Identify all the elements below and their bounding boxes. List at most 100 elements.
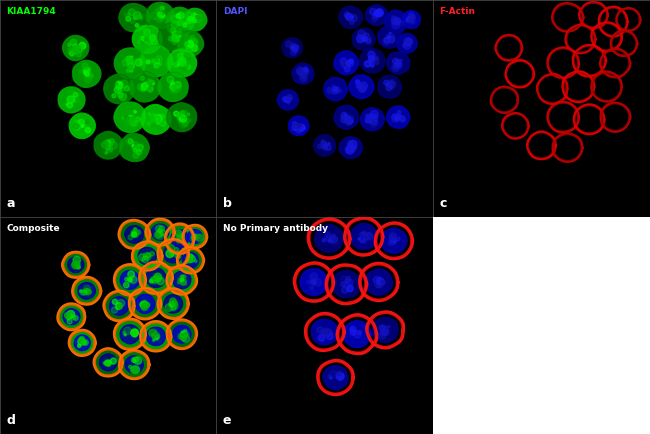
Circle shape: [192, 234, 198, 240]
Circle shape: [119, 83, 122, 85]
Circle shape: [146, 122, 151, 125]
Circle shape: [126, 118, 130, 122]
Circle shape: [78, 119, 84, 125]
Circle shape: [300, 125, 304, 129]
Circle shape: [369, 56, 374, 62]
Circle shape: [408, 12, 415, 19]
Circle shape: [160, 114, 164, 119]
Circle shape: [140, 85, 147, 91]
Circle shape: [366, 115, 370, 118]
Circle shape: [151, 334, 154, 336]
Circle shape: [357, 84, 361, 88]
Circle shape: [80, 124, 83, 127]
Circle shape: [155, 115, 162, 122]
Circle shape: [298, 124, 305, 131]
Circle shape: [391, 19, 397, 24]
Circle shape: [134, 357, 138, 362]
Circle shape: [191, 45, 198, 51]
Circle shape: [149, 329, 156, 337]
Circle shape: [125, 282, 128, 286]
Polygon shape: [360, 108, 384, 131]
Circle shape: [67, 317, 70, 320]
Circle shape: [150, 330, 153, 334]
Polygon shape: [138, 247, 156, 265]
Circle shape: [292, 122, 296, 125]
Circle shape: [385, 329, 387, 331]
Circle shape: [360, 331, 362, 332]
Circle shape: [156, 118, 158, 121]
Circle shape: [67, 102, 73, 108]
Circle shape: [318, 144, 322, 148]
Circle shape: [82, 124, 85, 127]
Circle shape: [102, 141, 108, 148]
Circle shape: [173, 90, 176, 93]
Text: d: d: [6, 414, 16, 427]
Circle shape: [150, 114, 157, 121]
Circle shape: [105, 361, 110, 365]
Circle shape: [188, 45, 190, 48]
Circle shape: [363, 37, 368, 42]
Circle shape: [291, 125, 297, 131]
Circle shape: [387, 88, 389, 90]
Circle shape: [124, 327, 131, 335]
Circle shape: [291, 49, 296, 56]
Circle shape: [130, 18, 135, 23]
Circle shape: [183, 53, 191, 60]
Circle shape: [132, 142, 139, 149]
Circle shape: [158, 12, 162, 17]
Circle shape: [346, 117, 353, 124]
Circle shape: [79, 69, 83, 73]
Circle shape: [396, 113, 399, 115]
Circle shape: [304, 67, 308, 71]
Circle shape: [67, 96, 75, 104]
Circle shape: [372, 119, 378, 125]
Circle shape: [140, 302, 145, 306]
Circle shape: [128, 278, 132, 282]
Circle shape: [73, 261, 79, 268]
Polygon shape: [166, 224, 194, 253]
Circle shape: [173, 302, 177, 307]
Circle shape: [80, 128, 82, 130]
Circle shape: [324, 144, 328, 147]
Circle shape: [174, 111, 179, 116]
Circle shape: [128, 139, 133, 144]
Circle shape: [135, 59, 142, 66]
Circle shape: [197, 17, 204, 25]
Circle shape: [294, 123, 298, 126]
Circle shape: [185, 64, 188, 66]
Circle shape: [178, 59, 186, 66]
Circle shape: [116, 302, 122, 309]
Circle shape: [157, 7, 162, 13]
Circle shape: [350, 326, 356, 332]
Circle shape: [291, 46, 294, 49]
Circle shape: [397, 61, 399, 63]
Circle shape: [185, 283, 187, 285]
Circle shape: [173, 19, 178, 24]
Polygon shape: [164, 245, 183, 263]
Circle shape: [152, 111, 154, 113]
Circle shape: [181, 331, 188, 338]
Circle shape: [157, 13, 164, 19]
Circle shape: [189, 259, 192, 262]
Circle shape: [196, 15, 199, 18]
Circle shape: [150, 80, 154, 85]
Circle shape: [187, 118, 191, 122]
Circle shape: [394, 117, 399, 122]
Circle shape: [362, 39, 365, 42]
Circle shape: [358, 238, 361, 240]
Circle shape: [338, 373, 344, 378]
Circle shape: [145, 40, 148, 43]
Circle shape: [79, 77, 82, 80]
Circle shape: [286, 41, 292, 47]
Circle shape: [178, 113, 185, 120]
Circle shape: [386, 85, 392, 90]
Circle shape: [331, 233, 335, 239]
Circle shape: [337, 372, 343, 379]
Polygon shape: [334, 51, 359, 75]
Circle shape: [138, 15, 140, 17]
Circle shape: [287, 94, 292, 99]
Circle shape: [392, 64, 399, 72]
Circle shape: [108, 142, 112, 147]
Circle shape: [179, 35, 181, 37]
Circle shape: [172, 35, 175, 38]
